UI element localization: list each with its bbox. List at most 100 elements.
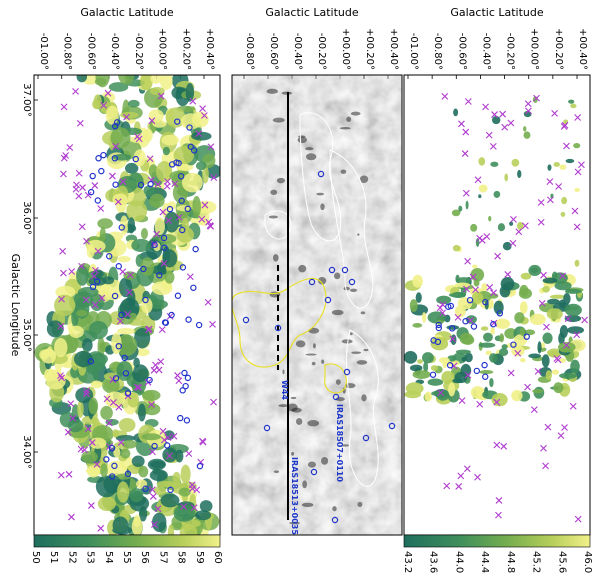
circle-marker [179, 387, 186, 394]
intensity-blob [523, 131, 531, 139]
intensity-blob [559, 164, 567, 170]
cross-marker [557, 432, 565, 440]
cross-marker [510, 215, 517, 223]
intensity-blob [112, 153, 131, 161]
cross-marker [574, 515, 582, 523]
colorbar-tick-label: 50 [30, 551, 41, 564]
circle-marker [142, 296, 149, 304]
intensity-blob [173, 504, 195, 522]
intensity-blob [143, 128, 153, 142]
circle-marker [462, 318, 469, 325]
intensity-blob [126, 200, 148, 222]
circle-marker [183, 417, 191, 424]
cross-marker [199, 105, 206, 112]
colorbar-tick-label: 52 [66, 551, 77, 564]
intensity-blob [172, 471, 181, 485]
cross-marker [166, 452, 173, 460]
cross-marker [57, 322, 65, 330]
intensity-blob [138, 465, 149, 478]
cross-marker [159, 427, 167, 435]
circle-marker [87, 188, 95, 196]
intensity-blob [113, 447, 121, 458]
cross-marker [157, 358, 165, 365]
dark-filament [305, 147, 314, 151]
circle-marker [449, 325, 456, 332]
intensity-blob [438, 357, 450, 364]
cross-marker [205, 218, 213, 226]
x-tick-label: +00.40° [388, 28, 399, 70]
intensity-blob [573, 143, 581, 149]
colorbar-tick-label: 44.8 [505, 551, 516, 573]
cross-marker [201, 201, 209, 209]
cross-marker [87, 502, 95, 509]
intensity-blob [483, 332, 493, 342]
cross-marker [574, 168, 582, 176]
intensity-blob [89, 437, 107, 449]
annotation-iras18513: IRAS18513+0035 [290, 457, 299, 535]
circle-marker [195, 321, 203, 329]
cross-marker [537, 218, 545, 226]
dark-filament [321, 359, 325, 364]
intensity-blob [134, 327, 151, 349]
middle-xlabel: Galactic Latitude [265, 6, 359, 19]
cross-marker [436, 304, 444, 312]
dark-filament [316, 192, 325, 196]
colorbar-tick-label: 58 [176, 551, 187, 564]
left-ylabel: Galactic Longitude [9, 254, 22, 357]
cross-marker [564, 315, 572, 323]
circle-marker [164, 442, 171, 449]
cross-marker [439, 301, 447, 308]
circle-marker [161, 319, 169, 326]
intensity-blob [520, 272, 532, 280]
circle-marker [137, 181, 145, 189]
cross-marker [84, 425, 92, 433]
cross-marker [103, 395, 111, 403]
cross-marker [175, 214, 183, 221]
dark-filament [291, 407, 302, 413]
cross-marker [499, 110, 507, 118]
intensity-blob [116, 327, 135, 335]
cross-marker [464, 257, 472, 265]
left-xlabel: Galactic Latitude [80, 6, 174, 19]
y-tick-label: 37.00° [21, 83, 32, 117]
cross-marker [148, 117, 156, 125]
dark-filament [332, 506, 337, 512]
x-tick-label: -01.00° [38, 33, 49, 70]
cross-marker [145, 326, 152, 334]
cross-marker [75, 169, 83, 177]
intensity-blob [156, 161, 173, 183]
cross-marker [93, 460, 101, 468]
cross-marker [83, 237, 90, 245]
intensity-blob [500, 276, 515, 291]
cross-marker [198, 215, 206, 223]
dark-filament [357, 233, 360, 236]
circle-marker [434, 338, 442, 346]
dark-filament [307, 420, 320, 427]
intensity-blob [465, 200, 469, 210]
cross-marker [100, 101, 108, 109]
intensity-blob [177, 227, 194, 243]
circle-marker [160, 234, 168, 242]
dark-filament [361, 394, 367, 402]
x-tick-label: -00.80° [244, 33, 255, 70]
intensity-blob [560, 211, 566, 217]
circle-marker [95, 155, 102, 162]
cross-marker [474, 176, 482, 184]
colorbar-tick-label: 59 [194, 551, 205, 564]
intensity-blob [422, 352, 434, 364]
cross-marker [164, 178, 171, 185]
circle-marker [161, 244, 168, 251]
intensity-blob [455, 349, 471, 355]
circle-marker [242, 316, 250, 324]
intensity-blob [570, 103, 577, 109]
cross-marker [544, 423, 552, 431]
dark-filament [356, 360, 368, 365]
annotation-iras18507: IRAS18507+0110 [335, 404, 344, 482]
circle-marker [447, 302, 455, 310]
cross-marker [126, 271, 134, 279]
cross-marker [209, 321, 216, 328]
cross-marker [58, 295, 65, 303]
intensity-blob [547, 164, 552, 171]
cross-marker [115, 403, 123, 411]
